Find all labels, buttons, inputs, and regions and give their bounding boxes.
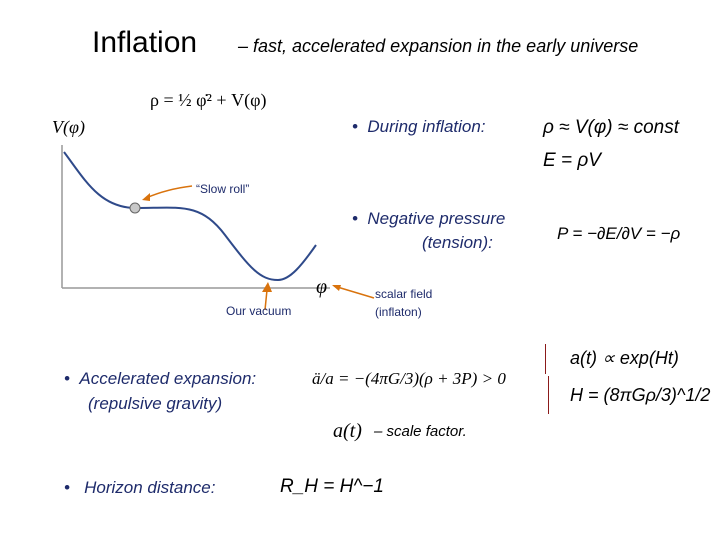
eq-acceleration: ä/a = −(4πG/3)(ρ + 3P) > 0 [312,369,506,388]
bullet-accel-line1: Accelerated expansion: [79,369,257,388]
eq-exponential: a(t) ∝ exp(Ht) [570,348,679,368]
eq-pressure: P = −∂E/∂V = −ρ [557,224,681,243]
bracket-bar-top [545,344,546,374]
bullet-during-inflation: • During inflation: [352,117,486,136]
bullet-horizon-distance: • Horizon distance: [64,478,216,497]
scalar-field-label: scalar field [375,287,433,301]
vacuum-label: Our vacuum [226,304,292,318]
slow-roll-arrowhead [142,193,150,201]
bullet-negative-pressure: • Negative pressure [352,209,506,228]
slow-roll-arrow [145,185,193,199]
potential-axis-label: V(φ) [52,117,85,137]
slide-subtitle: – fast, accelerated expansion in the ear… [238,36,639,56]
eq-energy: E = ρV [543,150,601,171]
bullet-accel-line2: (repulsive gravity) [88,394,223,413]
bracket-bar-bottom [548,376,549,414]
field-axis-label: φ [316,276,328,298]
eq-energy-density: ρ = ½ φ̇² + V(φ) [150,90,267,110]
bullet-pressure-line2: (tension): [422,233,493,252]
bullet-accelerated-expansion: • Accelerated expansion: [64,369,257,388]
slide-title: Inflation [92,26,198,59]
slow-roll-label: “Slow roll” [196,182,250,196]
bullet-pressure-line1: Negative pressure [367,209,506,228]
vacuum-arrowhead [262,282,272,292]
scale-factor-label: – scale factor. [374,423,467,440]
vacuum-arrow [264,289,268,310]
bullet-horizon-text: Horizon distance: [84,478,216,497]
eq-hubble: H = (8πGρ/3)^1/2 [570,385,711,405]
eq-horizon: R_H = H^−1 [280,476,384,497]
potential-diagram [61,145,330,310]
scale-factor-symbol: a(t) [333,420,362,442]
scalar-field-arrow [332,285,375,299]
inflaton-label: (inflaton) [375,305,422,319]
inflaton-ball [129,202,141,214]
bullet-during-text: During inflation: [367,117,486,136]
potential-curve [63,151,317,282]
eq-during: ρ ≈ V(φ) ≈ const [543,117,679,138]
